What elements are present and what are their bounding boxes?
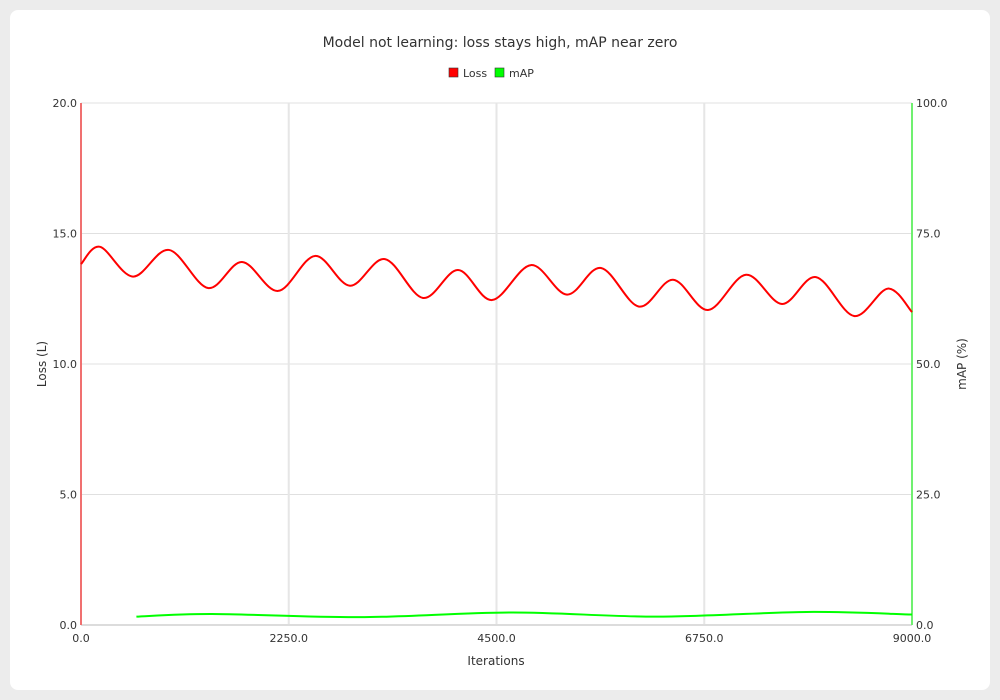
y-axis-left-label: Loss (L) xyxy=(35,341,49,387)
legend-label-loss: Loss xyxy=(463,67,487,80)
y-axis-right-label: mAP (%) xyxy=(955,338,969,390)
x-axis-label: Iterations xyxy=(467,654,524,668)
legend-item-loss[interactable]: Loss xyxy=(448,67,487,80)
y-left-tick-label: 15.0 xyxy=(53,228,78,241)
y-right-tick-label: 50.0 xyxy=(916,358,941,371)
x-tick-label: 9000.0 xyxy=(893,632,932,645)
x-tick-label: 4500.0 xyxy=(477,632,516,645)
legend-item-map[interactable]: mAP xyxy=(494,67,534,80)
legend-swatch-map xyxy=(494,67,505,78)
y-right-tick-label: 75.0 xyxy=(916,228,941,241)
y-right-tick-label: 100.0 xyxy=(916,97,948,110)
legend: Loss mAP xyxy=(448,67,534,80)
series-line-map xyxy=(136,610,913,619)
x-tick-label: 0.0 xyxy=(72,632,90,645)
chart: Model not learning: loss stays high, mAP… xyxy=(35,35,969,668)
legend-swatch-loss xyxy=(448,67,459,78)
y-left-tick-label: 0.0 xyxy=(60,619,78,632)
x-tick-label: 2250.0 xyxy=(270,632,309,645)
y-left-tick-label: 20.0 xyxy=(53,97,78,110)
legend-label-map: mAP xyxy=(509,67,534,80)
y-right-tick-label: 0.0 xyxy=(916,619,934,632)
series-line-loss xyxy=(80,245,913,317)
y-right-tick-label: 25.0 xyxy=(916,489,941,502)
chart-title: Model not learning: loss stays high, mAP… xyxy=(323,35,678,51)
x-tick-label: 6750.0 xyxy=(685,632,724,645)
y-left-tick-label: 10.0 xyxy=(53,358,78,371)
y-left-tick-label: 5.0 xyxy=(60,489,78,502)
chart-card: Model not learning: loss stays high, mAP… xyxy=(10,10,990,690)
